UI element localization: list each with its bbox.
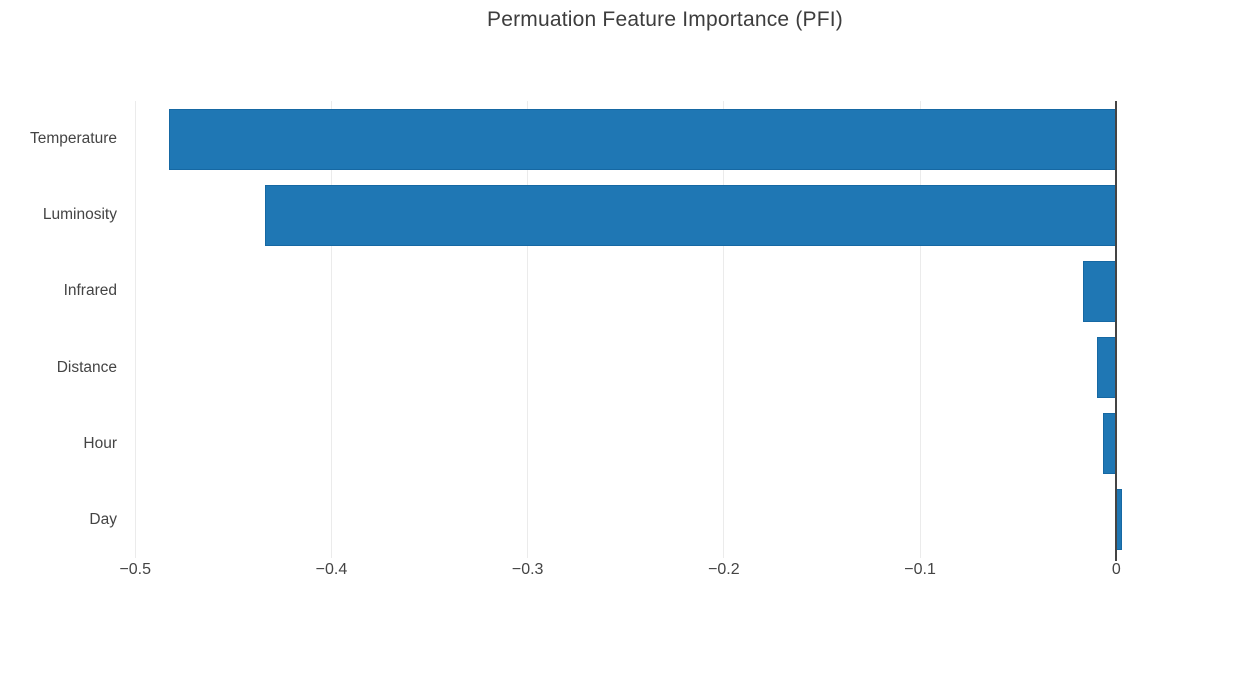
bar-infrared <box>1082 260 1117 322</box>
chart-title: Permuation Feature Importance (PFI) <box>487 8 843 31</box>
x-gridline <box>527 101 529 558</box>
x-tick-label: −0.5 <box>119 561 152 578</box>
x-tick-label: −0.3 <box>511 561 544 578</box>
y-category-label: Hour <box>83 434 117 452</box>
x-gridline <box>919 101 921 558</box>
x-gridline <box>330 101 332 558</box>
x-tick-label: −0.4 <box>315 561 348 578</box>
x-gridline <box>723 101 725 558</box>
y-category-label: Luminosity <box>42 206 117 224</box>
y-category-label: Temperature <box>29 130 117 148</box>
y-category-label: Infrared <box>63 282 117 300</box>
y-category-label: Distance <box>56 358 117 376</box>
x-tick-label: −0.2 <box>708 561 740 578</box>
x-tick-label: −0.1 <box>904 561 936 578</box>
bar-temperature <box>168 108 1117 170</box>
plot-area <box>96 101 1234 561</box>
x-gridline <box>134 101 136 558</box>
bar-hour <box>1102 413 1117 475</box>
x-tick-label: 0 <box>1111 561 1121 578</box>
y-category-label: Day <box>89 510 117 528</box>
bar-distance <box>1096 337 1117 399</box>
bar-luminosity <box>264 184 1117 246</box>
zero-axis-line <box>1115 101 1118 561</box>
